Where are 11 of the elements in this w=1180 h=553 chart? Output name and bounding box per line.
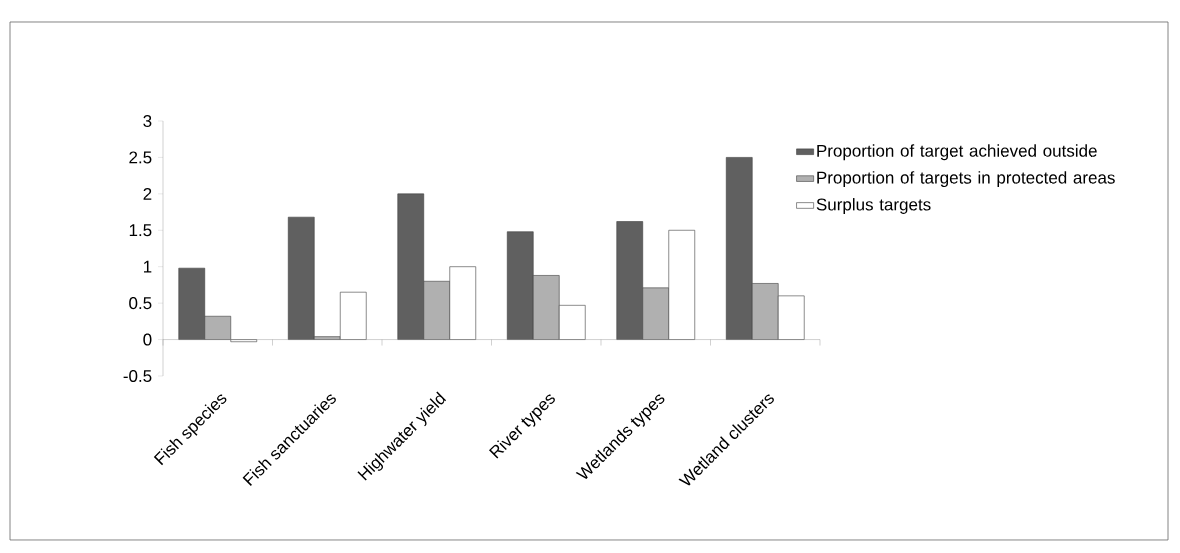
y-tick-label: 1 [143,260,152,273]
legend-label: Surplus targets [816,198,931,214]
y-tick-label: 1.5 [129,224,152,237]
y-tick-label: -0.5 [123,369,152,383]
y-tick-label: 2.5 [129,151,152,164]
legend-label: Proportion of target achieved outside [817,144,1097,161]
y-tick-label: 2 [143,187,152,200]
legend-label: Proportion of targets in protected areas [817,171,1115,188]
y-tick-label: 0 [143,333,152,346]
y-tick-label: 0.5 [129,297,152,310]
y-tick-label: 3 [143,114,152,128]
